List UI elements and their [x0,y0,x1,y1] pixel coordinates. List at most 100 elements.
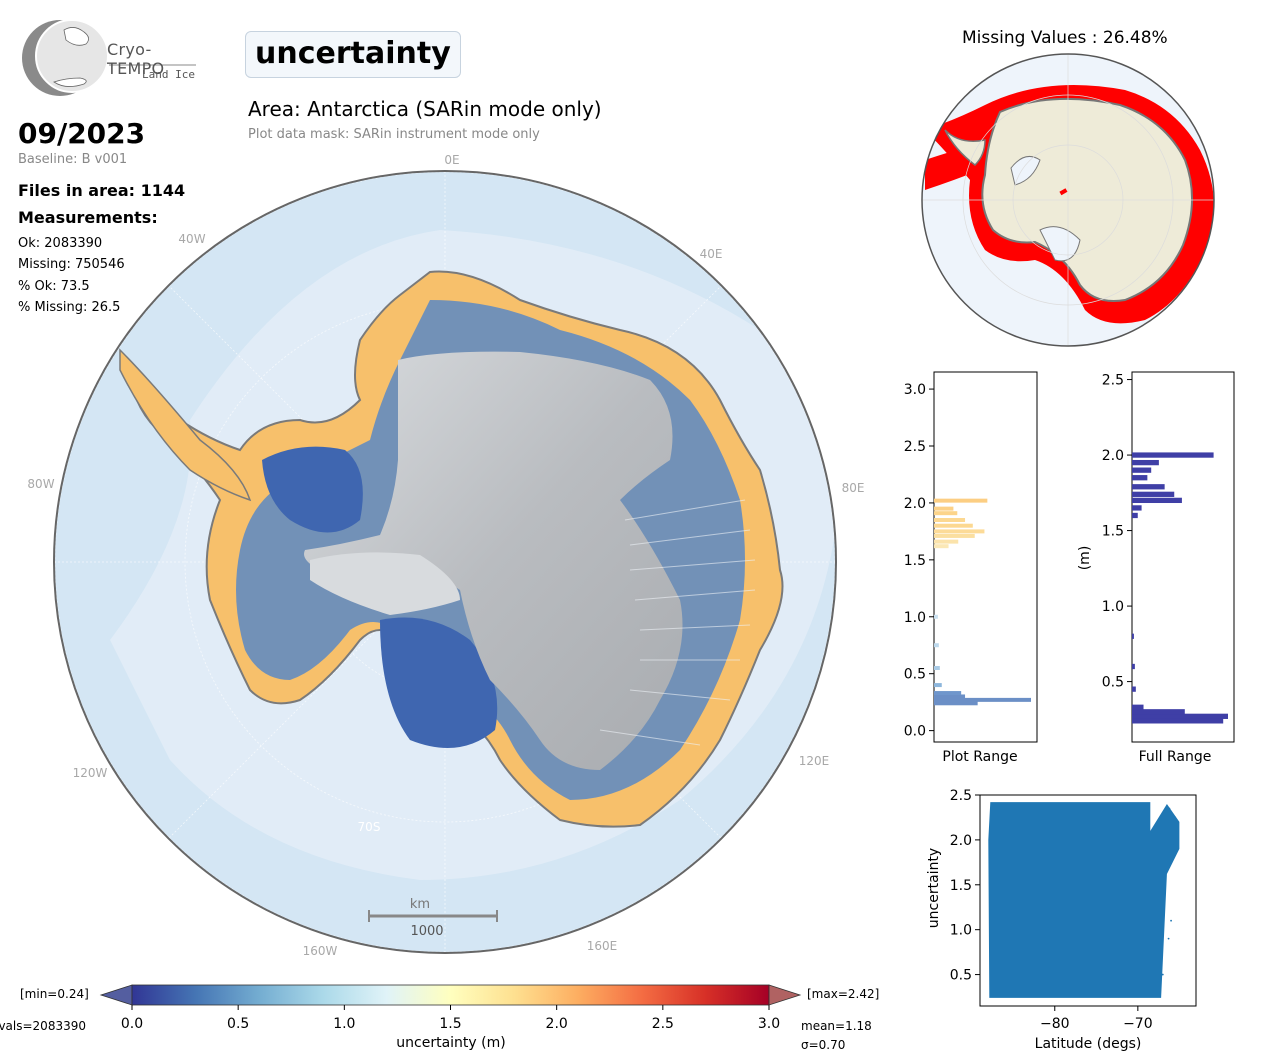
colorbar-min-label: [min=0.24] [20,987,89,1001]
hist2-ylabel: (m) [1077,546,1093,571]
hist1-bar [934,683,942,688]
hist1-ytick-label: 3.0 [904,382,926,398]
hist1-bar [934,666,940,670]
pct-ok: % Ok: 73.5 [18,279,90,294]
main-map: 0E 40W 40E 80W 80E 120W 120E 160W 160E 7… [27,153,865,958]
scale-value: 1000 [410,924,443,939]
hist2-ytick-label: 0.5 [1102,675,1124,691]
hist2-bar [1132,505,1142,511]
logo-graphic [22,19,196,96]
colorbar: 0.0 0.5 1.0 1.5 2.0 2.5 3.0 uncertainty (m) [99,984,802,1051]
hist2-ytick-label: 2.5 [1102,373,1124,389]
hist2-bar [1132,713,1228,719]
scatter-ytick-label: 0.5 [950,968,972,984]
hist1-bar [934,614,938,619]
scale-bar: km 1000 [368,897,498,939]
ice-shelf-west [262,446,363,533]
scatter-point [1170,919,1172,922]
variable-title: uncertainty [245,31,461,78]
hist2-bar [1132,475,1148,481]
lon-label-160w: 160W [303,944,338,958]
hist1-bar [934,533,975,538]
hist1-ytick-label: 2.5 [904,439,926,455]
scatter-xlabel: Latitude (degs) [1035,1036,1142,1052]
colorbar-max-label: [max=2.42] [807,987,880,1001]
lat-label-70s: 70S [358,820,381,834]
hist1-ytick-label: 2.0 [904,496,926,512]
lon-label-160e: 160E [587,939,618,953]
hist1-bar [934,697,1031,702]
ok-count: Ok: 2083390 [18,236,103,251]
scatter-point [1161,973,1164,976]
hist1-frame [933,371,1038,743]
lon-label-80w: 80W [27,477,54,491]
colorbar-gradient [131,984,770,1006]
histogram-full-range: Full Range (m) 0.5 1.0 1.5 2.0 2.5 [1077,371,1235,765]
lon-label-120w: 120W [73,766,108,780]
scatter-ytick-label: 1.0 [950,923,972,939]
hist2-bar [1132,459,1159,466]
hist1-bar [934,506,954,511]
hist2-bar [1132,484,1165,490]
hist1-ytick-label: 0.5 [904,667,926,683]
hist1-bar [934,691,962,696]
measurements-title: Measurements: [18,208,158,227]
scatter-ytick-label: 1.5 [950,878,972,894]
lon-label-40w: 40W [178,232,205,246]
hist1-bar [934,511,958,516]
hist2-ytick-label: 2.0 [1102,448,1124,464]
hist2-bar [1132,718,1224,724]
hist2-ytick-label: 1.5 [1102,524,1124,540]
hist1-bar [934,643,939,648]
colorbar-tick-label: 3.0 [758,1016,780,1032]
scatter-frame [979,794,1197,1007]
scatter-ytick-label: 2.0 [950,833,972,849]
colorbar-tick-label: 2.5 [652,1016,674,1032]
lon-label-120e: 120E [799,754,830,768]
scatter-ytick-label: 2.5 [950,788,972,804]
colorbar-min-extend [99,984,133,1006]
area-title: Area: Antarctica (SARin mode only) [248,97,602,121]
ice-shelf-ross [380,617,498,748]
hist1-bar [934,701,978,706]
lon-label-0e: 0E [444,153,459,167]
hist1-bar [934,518,966,522]
hist2-bar [1132,633,1134,639]
missing-count: Missing: 750546 [18,257,125,272]
hist1-bar [934,529,985,534]
hist1-bar [934,498,988,503]
scatter-point [1167,937,1170,940]
pct-missing: % Missing: 26.5 [18,300,121,315]
hist1-ytick-label: 1.0 [904,610,926,626]
scatter-ylabel: uncertainty [926,848,942,928]
hist2-bar [1132,497,1182,504]
colorbar-tick-label: 1.5 [439,1016,461,1032]
scatter-point [1174,816,1177,819]
hist1-bar [934,694,966,699]
hist2-xlabel: Full Range [1139,749,1212,765]
scatter-point [1168,807,1171,810]
hist2-bar [1132,709,1185,715]
date-label: 09/2023 [18,117,146,150]
scale-unit: km [410,897,430,912]
hist2-bar [1132,452,1214,458]
colorbar-sigma-label: σ=0.70 [801,1038,846,1052]
scatter-point [1171,843,1174,846]
hist1-bar [934,523,973,528]
mask-note: Plot data mask: SARin instrument mode on… [248,127,540,142]
hist2-bar [1132,704,1144,710]
interior-ice-sheet [304,351,683,770]
scatter-points [988,802,1180,998]
hist2-frame [1131,371,1235,743]
nvals-text: nvals=2083390 [0,1019,86,1033]
histogram-plot-range: Plot Range 0.0 0.5 1.0 1.5 2.0 2.5 3.0 [904,371,1038,765]
hist2-bar [1132,686,1136,692]
missing-values-title: Missing Values : 26.48% [962,28,1168,48]
hist2-ytick-label: 1.0 [1102,599,1124,615]
scatter-point [1163,892,1166,895]
lon-label-80e: 80E [842,481,865,495]
colorbar-label: uncertainty (m) [396,1035,505,1051]
hist2-bar [1132,467,1152,473]
scatter-xtick-label: −80 [1040,1016,1070,1032]
hist1-ytick-label: 0.0 [904,724,926,740]
